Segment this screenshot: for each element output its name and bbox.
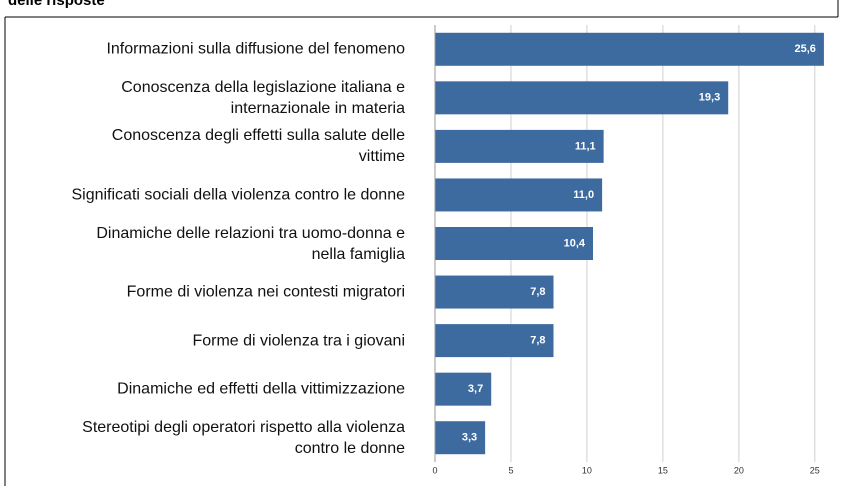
category-label: Forme di violenza tra i giovani — [192, 332, 405, 350]
value-label: 19,3 — [699, 92, 720, 104]
value-label: 3,7 — [468, 383, 483, 395]
category-label: Forme di violenza nei contesti migratori — [126, 283, 405, 301]
x-tick-label: 0 — [432, 465, 437, 475]
bar — [435, 32, 824, 66]
bar — [435, 227, 593, 260]
x-tick-label: 10 — [582, 465, 592, 475]
chart-title: delle risposte — [8, 0, 105, 9]
bar — [435, 178, 603, 212]
category-label: Dinamiche delle relazioni tra uomo-donna… — [96, 224, 405, 263]
x-tick-label: 20 — [734, 465, 744, 475]
category-label: Informazioni sulla diffusione del fenome… — [106, 40, 405, 58]
bar — [435, 372, 492, 406]
bar — [435, 81, 729, 115]
value-label: 11,1 — [575, 140, 596, 152]
bar — [435, 421, 486, 455]
x-tick-label: 25 — [810, 465, 820, 475]
value-label: 10,4 — [564, 237, 586, 249]
x-tick-label: 15 — [658, 465, 668, 475]
value-label: 7,8 — [530, 335, 545, 347]
value-label: 7,8 — [530, 286, 545, 298]
bar — [435, 129, 604, 163]
category-label: Significati sociali della violenza contr… — [71, 186, 405, 204]
category-label: Conoscenza della legislazione italiana e… — [121, 78, 405, 117]
value-label: 3,3 — [462, 432, 477, 444]
bar — [435, 324, 554, 358]
category-label: Conoscenza degli effetti sulla salute de… — [111, 127, 405, 166]
category-label: Stereotipi degli operatori rispetto alla… — [82, 418, 405, 457]
value-label: 25,6 — [795, 43, 816, 55]
category-label: Dinamiche ed effetti della vittimizzazio… — [117, 380, 405, 398]
bar — [435, 275, 554, 309]
value-label: 11,0 — [573, 189, 594, 201]
x-tick-label: 5 — [508, 465, 513, 475]
